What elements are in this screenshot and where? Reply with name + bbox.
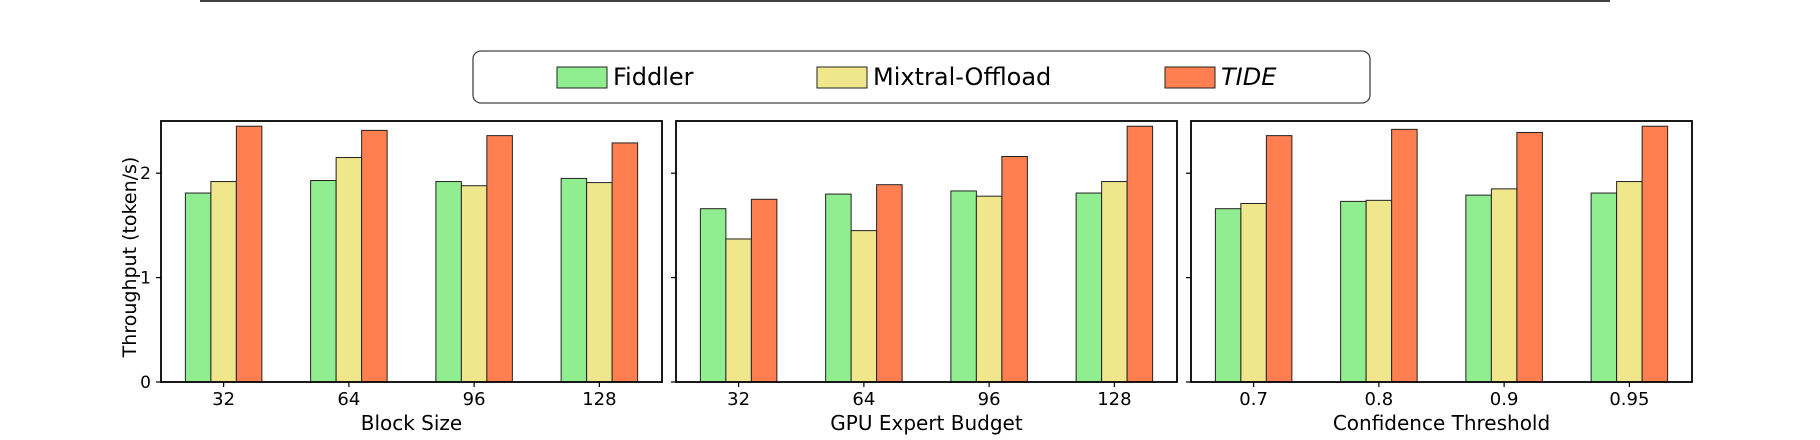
y-tick-label: 1 xyxy=(140,269,151,289)
bar-fiddler-0.8 xyxy=(1340,200,1367,383)
bar-fiddler-128 xyxy=(1075,192,1103,383)
y-axis-label: Throughput (token/s) xyxy=(119,157,141,359)
x-tick-label: 128 xyxy=(582,389,616,410)
x-axis-label: Confidence Threshold xyxy=(1333,411,1550,435)
bar-tide-64 xyxy=(876,184,903,383)
bar-tide-0.7 xyxy=(1265,135,1293,383)
panel-3: 0.7 0.8 0.9 0.95 Confidence Threshold xyxy=(1186,120,1693,435)
x-axis-label: GPU Expert Budget xyxy=(830,411,1023,435)
bar-fiddler-0.95 xyxy=(1590,192,1618,383)
legend: Fiddler Mixtral-Offload TIDE xyxy=(556,63,1277,91)
bar-mixtral-offload-128 xyxy=(586,182,613,383)
x-tick-label: 96 xyxy=(978,389,1001,410)
bar-mixtral-offload-0.9 xyxy=(1490,188,1518,383)
x-tick-label: 32 xyxy=(727,389,750,410)
legend-box xyxy=(472,50,1371,104)
panel-frame xyxy=(160,120,663,383)
bar-mixtral-offload-0.95 xyxy=(1616,181,1643,383)
bar-fiddler-96 xyxy=(950,190,977,383)
legend-label-tide: TIDE xyxy=(1221,63,1277,91)
bar-tide-0.8 xyxy=(1391,128,1418,383)
bar-mixtral-offload-96 xyxy=(975,195,1003,383)
bar-fiddler-32 xyxy=(184,192,212,383)
bar-tide-128 xyxy=(611,142,639,383)
x-tick-label: 64 xyxy=(852,389,875,410)
bar-fiddler-128 xyxy=(560,177,588,383)
legend-swatch-fiddler xyxy=(556,66,608,89)
panels: 0 1 2 32 64 96 128 Block Size 32 64 96 128 GPU Exper… xyxy=(140,120,1693,435)
bar-tide-96 xyxy=(1001,155,1028,383)
bar-fiddler-0.9 xyxy=(1465,194,1492,383)
legend-swatch-mixtral-offload xyxy=(816,66,868,89)
legend-label-mixtral-offload: Mixtral-Offload xyxy=(873,63,1051,91)
x-tick-label: 0.95 xyxy=(1609,389,1649,410)
bar-tide-128 xyxy=(1126,125,1154,383)
legend-label-fiddler: Fiddler xyxy=(613,63,694,91)
bar-mixtral-offload-32 xyxy=(210,181,237,383)
legend-swatch-tide xyxy=(1164,66,1216,89)
panel-frame xyxy=(675,120,1178,383)
bar-tide-0.95 xyxy=(1641,125,1669,383)
x-tick-label: 0.9 xyxy=(1490,389,1519,410)
bar-mixtral-offload-64 xyxy=(850,230,878,383)
bar-tide-32 xyxy=(235,125,263,383)
bar-mixtral-offload-32 xyxy=(725,238,752,383)
x-tick-label: 0.8 xyxy=(1365,389,1394,410)
x-axis-label: Block Size xyxy=(361,411,463,435)
bar-fiddler-0.7 xyxy=(1214,208,1242,383)
y-tick-label: 2 xyxy=(140,164,151,184)
y-tick-label: 0 xyxy=(140,373,151,393)
bar-fiddler-32 xyxy=(699,208,727,383)
bar-fiddler-64 xyxy=(825,193,852,383)
bar-tide-64 xyxy=(361,129,388,383)
panel-1: 0 1 2 32 64 96 128 Block Size xyxy=(140,120,663,435)
bar-tide-96 xyxy=(486,135,513,383)
x-tick-label: 96 xyxy=(463,389,486,410)
x-tick-label: 64 xyxy=(337,389,360,410)
bar-tide-32 xyxy=(750,198,778,383)
bar-mixtral-offload-0.7 xyxy=(1240,202,1267,383)
x-tick-label: 128 xyxy=(1097,389,1131,410)
bar-fiddler-64 xyxy=(310,180,337,383)
bar-mixtral-offload-128 xyxy=(1101,181,1128,383)
x-tick-label: 0.7 xyxy=(1239,389,1268,410)
bar-mixtral-offload-0.8 xyxy=(1365,199,1393,383)
panel-2: 32 64 96 128 GPU Expert Budget xyxy=(671,120,1178,435)
bar-tide-0.9 xyxy=(1516,131,1543,383)
x-tick-label: 32 xyxy=(212,389,235,410)
panel-frame xyxy=(1190,120,1693,383)
bar-fiddler-96 xyxy=(435,181,462,383)
bar-mixtral-offload-64 xyxy=(335,157,363,383)
bar-mixtral-offload-96 xyxy=(460,185,488,383)
